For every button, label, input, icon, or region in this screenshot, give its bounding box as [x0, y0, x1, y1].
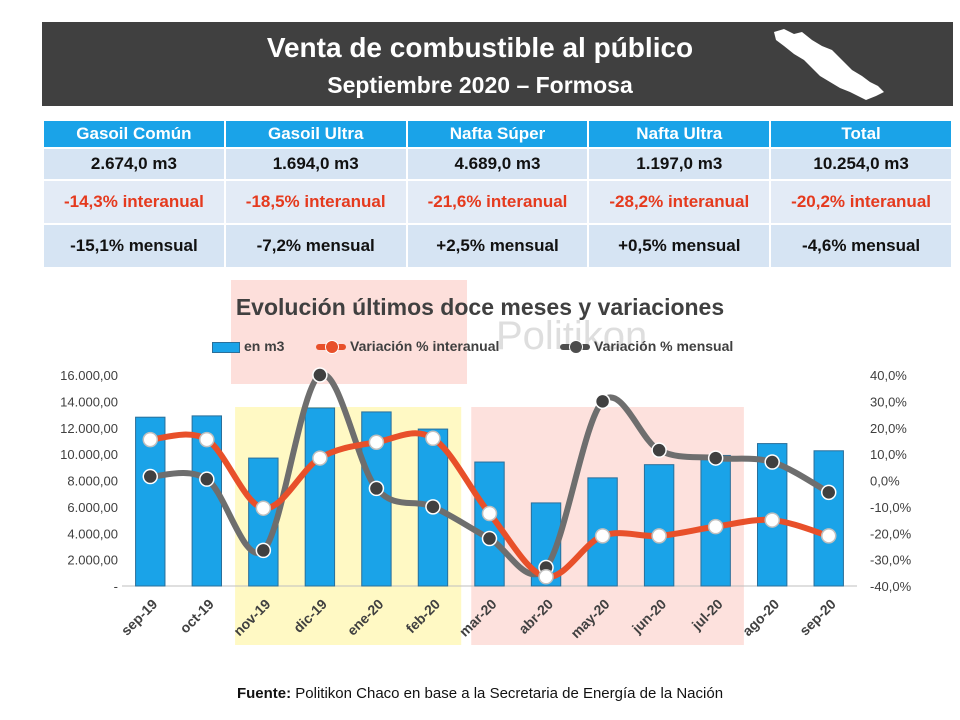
table-header-row: Gasoil Común Gasoil Ultra Nafta Súper Na… [44, 121, 951, 147]
mensual-cell: -4,6% mensual [771, 225, 951, 267]
point-mensual [312, 367, 328, 383]
y-tick-label: 16.000,00 [60, 368, 118, 383]
y2-tick-label: 40,0% [870, 368, 907, 383]
bar [643, 464, 675, 587]
mensual-cell: -7,2% mensual [225, 225, 406, 267]
legend-label: Variación % interanual [350, 338, 500, 354]
legend-mensual-swatch [560, 340, 590, 355]
point-interanual [481, 505, 498, 522]
interanual-cell: -28,2% interanual [589, 181, 770, 223]
legend-interanual-swatch [316, 340, 346, 355]
fuel-summary-table: Gasoil Común Gasoil Ultra Nafta Súper Na… [42, 119, 953, 269]
mensual-cell: +2,5% mensual [407, 225, 588, 267]
y-tick-label: 8.000,00 [67, 474, 118, 489]
point-interanual [368, 434, 385, 451]
y2-tick-label: -40,0% [870, 579, 912, 594]
volume-cell: 1.197,0 m3 [589, 149, 770, 179]
y2-tick-label: -30,0% [870, 553, 912, 568]
point-mensual [820, 484, 837, 501]
point-interanual [594, 528, 611, 544]
interanual-row: -14,3% interanual -18,5% interanual -21,… [44, 181, 951, 223]
y2-tick-label: 10,0% [870, 447, 907, 462]
legend-label: en m3 [244, 338, 285, 354]
col-header: Gasoil Ultra [225, 121, 406, 147]
y-tick-label: 2.000,00 [67, 553, 118, 568]
point-mensual [707, 450, 724, 466]
y2-tick-label: -10,0% [870, 500, 912, 515]
point-mensual [425, 499, 441, 515]
point-mensual [651, 442, 667, 458]
volume-cell: 4.689,0 m3 [407, 149, 588, 179]
point-interanual [425, 430, 441, 447]
mensual-cell: -15,1% mensual [44, 225, 224, 267]
point-interanual [764, 512, 780, 528]
page-subtitle: Septiembre 2020 – Formosa [327, 72, 633, 98]
volume-cell: 10.254,0 m3 [771, 149, 951, 179]
chart-title: Evolución últimos doce meses y variacion… [235, 294, 725, 320]
col-header: Nafta Ultra [589, 121, 770, 147]
interanual-cell: -18,5% interanual [225, 181, 406, 223]
source-label: Fuente: [236, 685, 292, 702]
mensual-cell: +0,5% mensual [589, 225, 770, 267]
x-tick-label: oct-19 [176, 596, 217, 637]
x-tick-label: sep-20 [796, 596, 839, 639]
source-text: Politikon Chaco en base a la Secretaria … [291, 685, 724, 702]
interanual-cell: -20,2% interanual [771, 181, 951, 223]
bar [813, 450, 844, 587]
point-mensual [481, 530, 498, 547]
legend-item-mensual: Variación % mensual [560, 338, 734, 355]
source-note: Fuente: Politikon Chaco en base a la Sec… [0, 685, 960, 702]
col-header: Nafta Súper [407, 121, 588, 147]
point-interanual [142, 431, 159, 448]
y-tick-label: 6.000,00 [67, 500, 118, 515]
point-interanual [255, 500, 272, 516]
legend-label: Variación % mensual [594, 338, 734, 354]
volume-row: 2.674,0 m3 1.694,0 m3 4.689,0 m3 1.197,0… [44, 149, 951, 179]
y-tick-label: 4.000,00 [67, 526, 118, 541]
point-interanual [707, 518, 724, 535]
point-mensual [199, 471, 215, 487]
y2-tick-label: -20,0% [870, 526, 912, 541]
volume-cell: 1.694,0 m3 [225, 149, 406, 179]
point-interanual [651, 528, 667, 544]
legend-item-bars: en m3 [212, 338, 284, 354]
point-interanual [820, 528, 837, 544]
page-title: Venta de combustible al público [266, 32, 694, 63]
bar [304, 407, 336, 587]
x-tick-label: sep-19 [118, 596, 161, 639]
y-tick-label: 10.000,00 [60, 447, 118, 462]
point-mensual [142, 468, 159, 485]
point-interanual [312, 450, 328, 466]
point-interanual [538, 569, 554, 585]
y2-tick-label: 20,0% [870, 421, 907, 436]
highlight-band-red-top [231, 280, 467, 384]
interanual-cell: -14,3% interanual [44, 181, 224, 223]
interanual-cell: -21,6% interanual [407, 181, 588, 223]
header-banner: Venta de combustible al público Septiemb… [42, 22, 953, 106]
point-mensual [368, 480, 385, 497]
y2-tick-label: 0,0% [870, 474, 900, 489]
point-interanual [199, 431, 215, 448]
point-mensual [764, 454, 780, 470]
formosa-map-icon [774, 29, 884, 100]
mensual-row: -15,1% mensual -7,2% mensual +2,5% mensu… [44, 225, 951, 267]
col-header: Total [771, 121, 951, 147]
x-tick-label: ago-20 [739, 596, 782, 639]
legend-item-interanual: Variación % interanual [316, 338, 500, 355]
legend-bar-swatch [212, 341, 240, 353]
y-tick-label: - [114, 579, 118, 594]
col-header: Gasoil Común [44, 121, 224, 147]
point-mensual [255, 542, 272, 559]
volume-cell: 2.674,0 m3 [44, 149, 224, 179]
point-mensual [594, 393, 611, 410]
y2-tick-label: 30,0% [870, 394, 907, 409]
y-tick-label: 12.000,00 [60, 421, 118, 436]
y-tick-label: 14.000,00 [60, 394, 118, 409]
